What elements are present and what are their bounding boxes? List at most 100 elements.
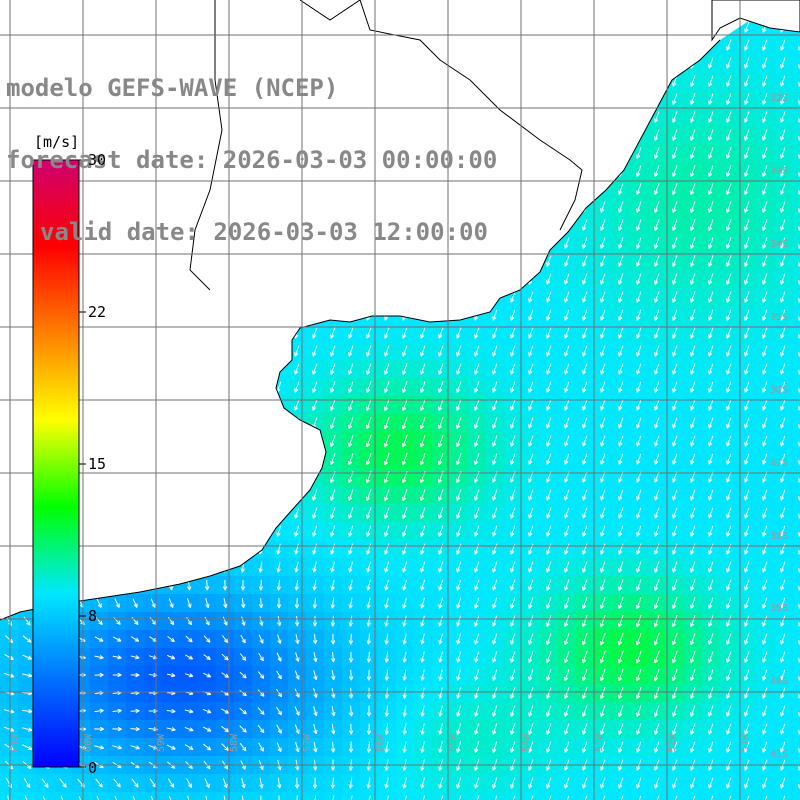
wind-arrow [655,4,659,14]
wind-cell [792,432,800,450]
wind-cell [450,288,468,306]
wind-cell [90,432,108,450]
wind-arrow [456,309,462,321]
wind-arrow [276,453,282,465]
wind-arrow [150,291,156,303]
wind-arrow [186,399,192,411]
wind-cell [0,360,18,378]
wind-cell [540,0,558,18]
wind-cell [198,522,216,540]
wind-arrow [96,363,102,375]
wind-arrow [636,21,642,33]
wind-cell [306,288,324,306]
wind-arrow [114,489,120,501]
wind-arrow [582,21,588,33]
wind-cell [270,288,288,306]
wind-cell [54,0,72,18]
wind-cell [504,36,522,54]
wind-cell [180,342,198,360]
wind-cell [792,630,800,648]
wind-cell [216,450,234,468]
wind-cell [414,0,432,18]
lon-label: 51W [740,733,751,752]
wind-arrow [186,543,191,555]
wind-arrow [222,381,228,393]
wind-arrow [582,57,588,69]
wind-cell [558,108,576,126]
wind-cell [540,108,558,126]
wind-cell [396,270,414,288]
wind-arrow [510,237,516,249]
wind-arrow [96,525,101,537]
map-title: modelo GEFS-WAVE (NCEP) forecast date: 2… [6,28,497,268]
wind-arrow [222,345,228,357]
wind-cell [162,0,180,18]
wind-arrow [690,129,696,141]
wind-arrow [132,489,138,501]
wind-cell [126,432,144,450]
wind-arrow [439,4,443,14]
wind-arrow [240,363,246,375]
wind-arrow [564,93,570,105]
wind-cell [180,450,198,468]
wind-arrow [205,4,209,14]
wind-cell [144,414,162,432]
wind-arrow [528,219,534,231]
wind-cell [792,306,800,324]
wind-arrow [24,543,29,555]
wind-arrow [528,201,534,213]
wind-arrow [114,453,120,465]
wind-arrow [25,4,29,14]
wind-arrow [744,165,750,177]
wind-cell [792,666,800,684]
wind-cell [90,414,108,432]
wind-arrow [132,543,137,555]
wind-arrow [546,39,552,51]
wind-arrow [528,183,534,195]
wind-cell [792,792,800,800]
wind-arrow [150,489,156,501]
wind-cell [540,162,558,180]
wind-cell [702,792,720,800]
wind-cell [216,468,234,486]
wind-arrow [151,579,156,591]
wind-arrow [294,292,300,303]
wind-arrow [601,4,605,14]
wind-cell [90,576,108,594]
wind-arrow [780,75,786,87]
wind-arrow [636,93,642,105]
lat-label: 32S [770,93,789,104]
wind-arrow [150,507,156,519]
wind-cell [234,450,252,468]
wind-arrow [673,4,677,14]
wind-arrow [654,183,660,195]
wind-cell [90,558,108,576]
wind-arrow [114,273,120,285]
wind-cell [648,36,666,54]
wind-arrow [600,21,606,33]
wind-cell [126,450,144,468]
wind-cell [144,432,162,450]
wind-cell [270,414,288,432]
wind-arrow [690,21,696,33]
wind-cell [216,360,234,378]
wind-arrow [528,57,534,69]
wind-arrow [114,525,119,537]
wind-arrow [168,309,174,321]
wind-cell [630,54,648,72]
wind-cell [792,486,800,504]
wind-cell [504,180,522,198]
wind-arrow [492,273,498,285]
wind-arrow [420,309,426,321]
wind-cell [198,558,216,576]
wind-arrow [186,525,191,537]
wind-cell [162,432,180,450]
wind-cell [594,0,612,18]
wind-cell [72,0,90,18]
wind-cell [162,342,180,360]
wind-cell [576,792,594,800]
wind-arrow [565,4,569,14]
wind-arrow [618,201,624,213]
wind-cell [144,0,162,18]
wind-cell [270,450,288,468]
